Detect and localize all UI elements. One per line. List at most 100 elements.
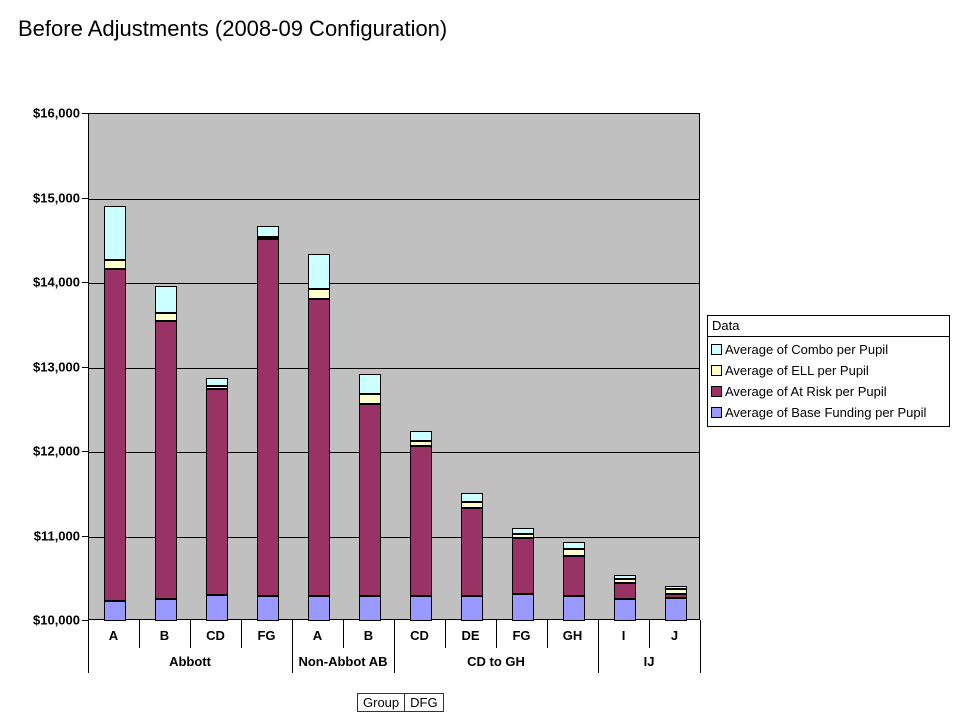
bar-segment-base-8 — [460, 595, 483, 621]
gridline — [89, 283, 699, 284]
group-separator — [700, 620, 701, 673]
data-field-button[interactable]: Data — [708, 316, 949, 337]
bar-segment-at-risk-9 — [511, 538, 534, 594]
bar-segment-combo-12 — [664, 585, 687, 589]
bar-segment-ell-7 — [409, 441, 432, 447]
y-axis-tick — [82, 451, 88, 452]
y-axis-tick-label: $12,000 — [33, 443, 80, 459]
bar-segment-ell-5 — [307, 288, 330, 300]
chart-title: Before Adjustments (2008-09 Configuratio… — [18, 16, 448, 41]
category-separator — [445, 620, 446, 648]
bar-segment-at-risk-11 — [613, 582, 636, 600]
bar-segment-ell-12 — [664, 588, 687, 594]
legend-swatch — [711, 407, 722, 418]
y-axis-tick-label: $16,000 — [33, 105, 80, 121]
x-axis-label-1: A — [108, 627, 119, 643]
y-axis-tick-label: $13,000 — [33, 359, 80, 374]
category-separator — [139, 620, 140, 648]
bar-segment-combo-9 — [511, 528, 534, 534]
legend-item: Average of Combo per Pupil — [711, 339, 949, 360]
bar-segment-at-risk-7 — [409, 446, 432, 597]
group-separator — [394, 620, 395, 673]
group-separator — [292, 620, 293, 673]
legend-item: Average of ELL per Pupil — [711, 360, 949, 381]
bar-segment-at-risk-10 — [562, 555, 585, 597]
x-axis-label-11: I — [621, 627, 626, 643]
category-separator — [496, 620, 497, 648]
bar-segment-at-risk-1 — [103, 268, 126, 601]
category-separator — [343, 620, 344, 648]
bar-segment-combo-7 — [409, 430, 432, 441]
plot-area — [88, 113, 700, 621]
bar-segment-base-10 — [562, 596, 585, 621]
bar-segment-base-11 — [613, 599, 636, 621]
group-separator — [88, 620, 89, 673]
bar-segment-ell-4 — [256, 236, 279, 240]
group-label: CD to GH — [467, 653, 525, 669]
group-label: Non-Abbot AB — [298, 653, 388, 669]
legend-item-label: Average of Combo per Pupil — [725, 342, 889, 357]
gridline — [89, 367, 699, 369]
group-field-button[interactable]: Group — [357, 693, 406, 712]
x-axis-label-3: CD — [206, 627, 225, 643]
bar-segment-ell-11 — [613, 578, 636, 583]
legend-swatch — [711, 365, 722, 376]
bar-segment-ell-8 — [460, 501, 483, 508]
bar-segment-at-risk-8 — [460, 507, 483, 596]
legend-item-label: Average of Base Funding per Pupil — [725, 405, 927, 420]
bar-segment-base-7 — [409, 596, 432, 621]
x-axis-label-5: A — [312, 627, 323, 643]
legend-item-label: Average of ELL per Pupil — [725, 363, 869, 378]
y-axis-tick — [82, 282, 88, 283]
legend-item: Average of Base Funding per Pupil — [711, 402, 949, 423]
x-axis-label-12: J — [670, 627, 679, 643]
gridline — [89, 536, 699, 538]
bar-segment-base-9 — [511, 593, 534, 621]
bar-segment-combo-2 — [154, 285, 177, 313]
bar-segment-combo-11 — [613, 575, 636, 579]
x-axis-label-9: FG — [512, 627, 531, 643]
y-axis-tick-label: $15,000 — [33, 190, 80, 205]
legend-swatch — [711, 344, 722, 355]
legend-item-label: Average of At Risk per Pupil — [725, 384, 887, 399]
dfg-field-button[interactable]: DFG — [404, 693, 444, 712]
bar-segment-base-5 — [307, 596, 330, 621]
y-axis-tick — [82, 113, 88, 114]
x-axis-label-2: B — [159, 627, 170, 643]
pivot-field-buttons: Group DFG — [357, 693, 444, 712]
bar-segment-base-2 — [154, 599, 177, 621]
x-axis-label-6: B — [363, 627, 374, 643]
legend-swatch — [711, 386, 722, 397]
bar-segment-base-3 — [205, 594, 228, 621]
legend-items: Average of Combo per Pupil Average of ELL… — [708, 337, 949, 426]
bar-segment-at-risk-4 — [256, 239, 279, 597]
group-separator — [598, 620, 599, 673]
bar-segment-ell-10 — [562, 549, 585, 556]
bar-segment-combo-3 — [205, 378, 228, 387]
bar-segment-combo-8 — [460, 493, 483, 502]
bar-segment-base-1 — [103, 600, 126, 621]
category-separator — [547, 620, 548, 648]
y-axis-tick — [82, 620, 88, 621]
category-separator — [190, 620, 191, 648]
y-axis-tick — [82, 366, 88, 368]
bar-segment-base-4 — [256, 596, 279, 621]
y-axis-tick-label: $10,000 — [33, 612, 80, 628]
x-axis-label-7: CD — [410, 627, 429, 643]
gridline — [89, 452, 699, 453]
legend-box: Data Average of Combo per Pupil Average o… — [707, 315, 950, 427]
x-axis-label-8: DE — [461, 627, 480, 643]
bar-segment-at-risk-5 — [307, 299, 330, 597]
bar-segment-at-risk-2 — [154, 321, 177, 600]
bar-segment-combo-10 — [562, 542, 585, 550]
bar-segment-combo-6 — [358, 374, 381, 394]
bar-segment-ell-6 — [358, 393, 381, 404]
x-axis-label-4: FG — [257, 627, 276, 643]
category-separator — [241, 620, 242, 648]
group-label: Abbott — [169, 653, 211, 669]
y-axis-tick-label: $14,000 — [33, 274, 80, 290]
bar-segment-at-risk-6 — [358, 403, 381, 596]
x-axis-label-10: GH — [562, 627, 583, 643]
group-label: IJ — [643, 653, 655, 669]
